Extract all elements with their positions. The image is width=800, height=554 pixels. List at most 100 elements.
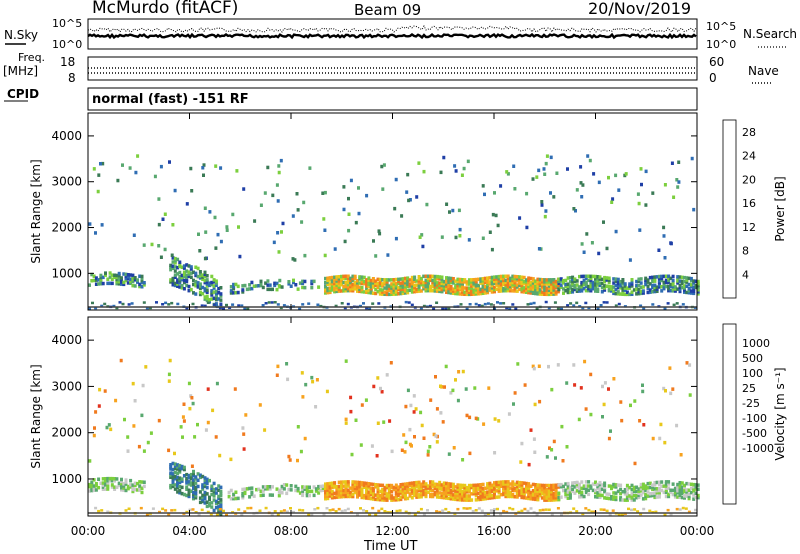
velocity-cell xyxy=(493,489,496,493)
power-cell xyxy=(385,286,389,290)
power-cell xyxy=(461,280,464,284)
power-cell xyxy=(401,279,405,283)
velocity-cell xyxy=(252,494,256,498)
power-cell xyxy=(504,274,508,278)
power-cell xyxy=(513,287,517,291)
power-cell xyxy=(440,285,444,290)
velocity-cell xyxy=(133,483,137,488)
velocity-cell xyxy=(131,483,135,487)
velocity-cell xyxy=(573,491,577,495)
velocity-cell xyxy=(625,494,629,498)
power-cell xyxy=(136,280,139,284)
velocity-cell xyxy=(438,495,442,499)
power-cell xyxy=(639,167,643,171)
power-cell xyxy=(696,283,700,288)
power-cell xyxy=(371,283,375,287)
power-cell xyxy=(301,279,305,284)
power-cell xyxy=(490,277,494,282)
velocity-cell xyxy=(566,484,570,488)
velocity-cell xyxy=(464,387,468,391)
velocity-cell xyxy=(504,484,508,488)
power-cell xyxy=(225,225,229,229)
velocity-cell xyxy=(648,492,652,496)
velocity-cell xyxy=(397,489,401,493)
power-cell xyxy=(543,280,547,284)
power-cell xyxy=(513,278,517,283)
velocity-cell xyxy=(458,483,462,487)
power-cell xyxy=(531,177,535,181)
power-cell xyxy=(378,290,382,294)
power-cell xyxy=(610,200,614,204)
power-cell xyxy=(173,269,177,273)
power-cell xyxy=(522,288,526,292)
velocity-cell xyxy=(458,485,462,490)
power-cell xyxy=(282,304,286,307)
power-cell xyxy=(401,283,405,287)
velocity-cell xyxy=(502,486,506,490)
power-cell xyxy=(349,280,353,285)
power-cell xyxy=(240,304,244,307)
velocity-cell xyxy=(471,509,475,513)
power-cell xyxy=(575,289,579,293)
velocity-cell xyxy=(362,509,365,512)
power-cell xyxy=(390,282,394,286)
velocity-cell xyxy=(465,494,469,498)
velocity-cell xyxy=(463,490,467,494)
power-cell xyxy=(598,277,602,281)
power-cell xyxy=(582,250,586,254)
velocity-cell xyxy=(185,481,189,485)
velocity-cell xyxy=(380,507,384,511)
power-cell xyxy=(547,292,551,297)
power-cell xyxy=(155,301,158,304)
velocity-cell xyxy=(671,488,675,493)
power-cell xyxy=(250,280,254,285)
velocity-cell xyxy=(390,496,394,500)
velocity-cell xyxy=(173,470,177,475)
power-cell xyxy=(610,287,613,291)
power-cell xyxy=(664,274,668,278)
power-cell xyxy=(413,289,417,294)
velocity-cell xyxy=(326,488,330,492)
power-cell xyxy=(128,166,132,170)
power-cell xyxy=(547,286,551,290)
velocity-cell xyxy=(403,482,407,486)
velocity-cell xyxy=(483,513,487,517)
velocity-cell xyxy=(278,488,282,493)
velocity-cell xyxy=(346,492,350,497)
power-cell xyxy=(493,287,496,292)
velocity-cell xyxy=(287,454,291,459)
velocity-cell xyxy=(495,480,499,485)
velocity-cell xyxy=(371,506,375,510)
power-cell xyxy=(417,285,421,289)
power-cell xyxy=(525,191,529,196)
power-cell xyxy=(612,289,616,293)
velocity-cell xyxy=(472,492,476,496)
power-cell xyxy=(477,287,480,292)
power-cell xyxy=(696,290,700,294)
power-cell xyxy=(433,283,437,287)
velocity-cell xyxy=(97,477,101,481)
power-cell xyxy=(377,229,381,233)
velocity-cell xyxy=(271,485,274,489)
velocity-cell xyxy=(559,485,563,489)
velocity-cell xyxy=(132,424,136,428)
velocity-cell xyxy=(488,494,492,498)
power-cell xyxy=(351,287,355,291)
velocity-cell xyxy=(383,496,387,500)
velocity-cell xyxy=(639,487,643,491)
power-cell xyxy=(527,280,531,285)
power-cell xyxy=(562,279,565,283)
power-cell xyxy=(479,291,483,296)
velocity-cell xyxy=(337,488,341,493)
velocity-cell xyxy=(346,482,350,486)
power-cell xyxy=(180,277,184,282)
power-cell xyxy=(509,286,512,291)
power-cell xyxy=(337,275,341,279)
power-cell xyxy=(467,290,471,294)
velocity-cell xyxy=(568,489,572,494)
velocity-cell xyxy=(610,486,613,491)
power-cell xyxy=(410,277,414,282)
velocity-cell xyxy=(409,403,413,408)
velocity-cell xyxy=(399,483,403,487)
velocity-cell xyxy=(392,487,396,492)
